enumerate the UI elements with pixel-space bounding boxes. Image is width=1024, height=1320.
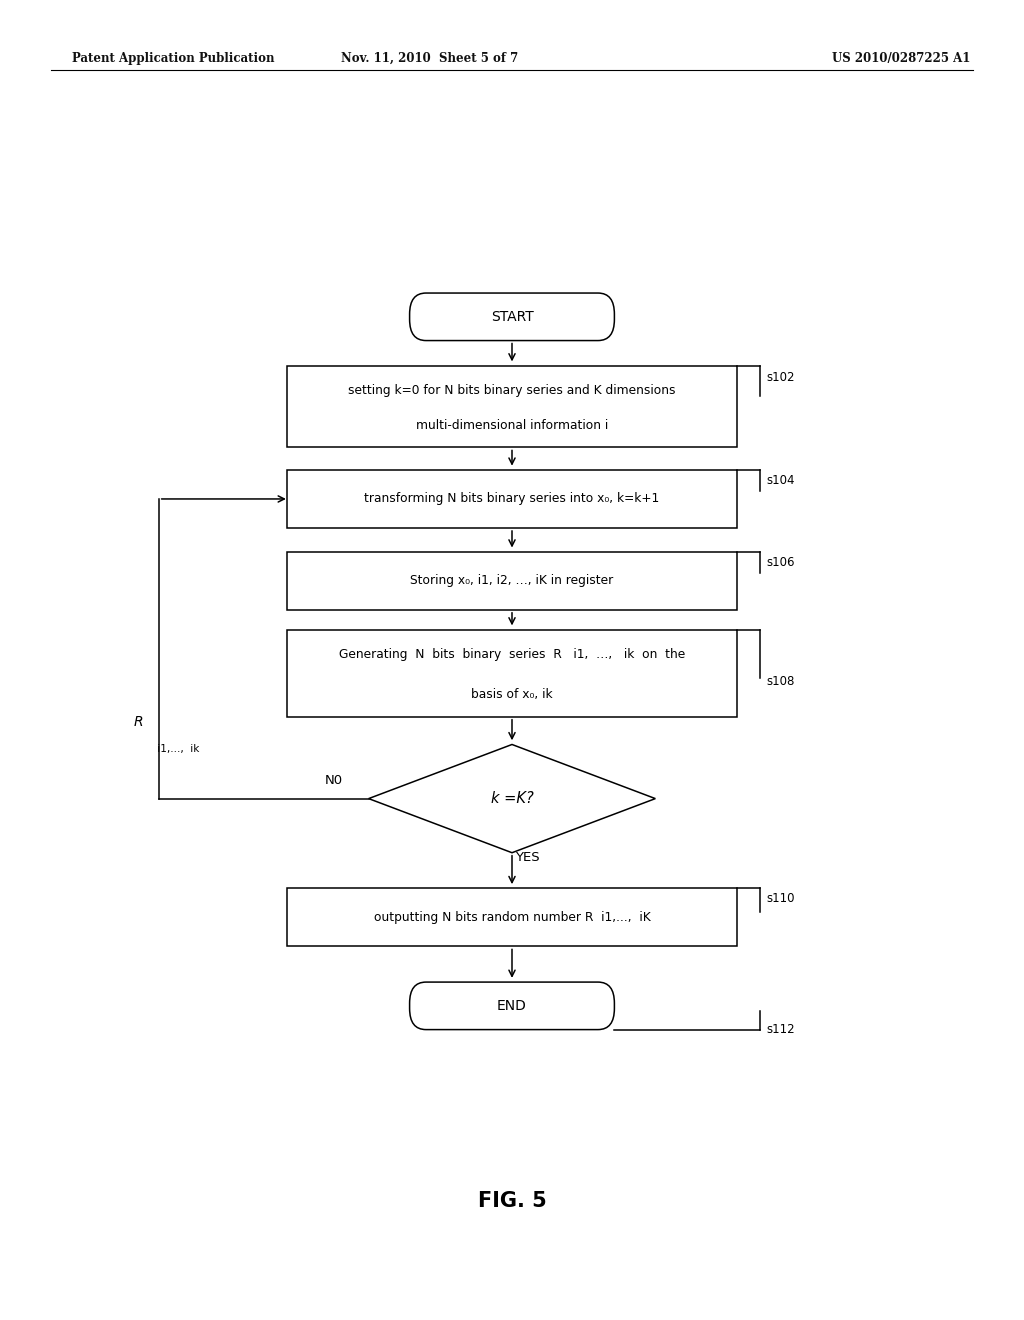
Text: FIG. 5: FIG. 5 — [477, 1191, 547, 1212]
Text: R: R — [134, 715, 143, 729]
Text: Generating  N  bits  binary  series  R   i1,  …,   ik  on  the: Generating N bits binary series R i1, …,… — [339, 648, 685, 661]
Text: US 2010/0287225 A1: US 2010/0287225 A1 — [831, 51, 971, 65]
Text: Nov. 11, 2010  Sheet 5 of 7: Nov. 11, 2010 Sheet 5 of 7 — [341, 51, 519, 65]
Bar — [287, 552, 737, 610]
Text: setting k=0 for N bits binary series and K dimensions: setting k=0 for N bits binary series and… — [348, 384, 676, 397]
Polygon shape — [369, 744, 655, 853]
Text: outputting N bits random number R  i1,...,  iK: outputting N bits random number R i1,...… — [374, 911, 650, 924]
Bar — [287, 888, 737, 946]
Text: YES: YES — [515, 851, 540, 863]
Bar — [287, 630, 737, 717]
Text: k =K?: k =K? — [490, 791, 534, 807]
FancyBboxPatch shape — [410, 982, 614, 1030]
Text: N0: N0 — [325, 774, 343, 787]
Text: s102: s102 — [766, 371, 795, 384]
Text: END: END — [497, 999, 527, 1012]
FancyBboxPatch shape — [410, 293, 614, 341]
Text: transforming N bits binary series into x₀, k=k+1: transforming N bits binary series into x… — [365, 492, 659, 506]
Text: START: START — [490, 310, 534, 323]
Text: s104: s104 — [766, 474, 795, 487]
Text: s108: s108 — [766, 675, 795, 688]
Text: Storing x₀, i1, i2, …, iK in register: Storing x₀, i1, i2, …, iK in register — [411, 574, 613, 587]
Text: s110: s110 — [766, 892, 795, 906]
Text: multi-dimensional information i: multi-dimensional information i — [416, 418, 608, 432]
Text: basis of x₀, ik: basis of x₀, ik — [471, 688, 553, 701]
Text: s106: s106 — [766, 556, 795, 569]
Text: Patent Application Publication: Patent Application Publication — [72, 51, 274, 65]
Text: i1,...,  ik: i1,..., ik — [154, 744, 199, 754]
Bar — [287, 470, 737, 528]
Text: s112: s112 — [766, 1023, 795, 1036]
Bar — [287, 366, 737, 447]
